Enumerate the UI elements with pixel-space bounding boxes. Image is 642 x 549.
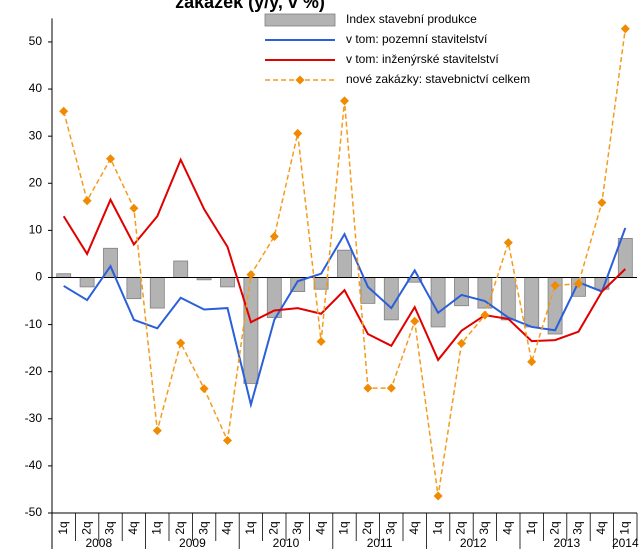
marker	[620, 24, 630, 34]
y-tick-label: -50	[25, 505, 43, 519]
bar	[126, 277, 142, 300]
legend-swatch	[264, 13, 336, 27]
marker	[246, 270, 256, 280]
marker	[433, 491, 443, 501]
bar	[243, 277, 259, 384]
x-tick-label: 1q	[337, 521, 351, 534]
x-tick-label: 4q	[594, 521, 608, 534]
series-line	[62, 157, 626, 362]
marker	[527, 357, 537, 367]
legend-label: nové zakázky: stavebnictví celkem	[346, 72, 530, 86]
bar	[56, 273, 72, 278]
y-tick-label: -40	[25, 458, 43, 472]
marker	[340, 96, 349, 106]
x-tick-label: 1q	[243, 521, 257, 534]
x-group-label: 2008	[85, 536, 112, 549]
marker	[363, 383, 373, 393]
marker	[82, 196, 92, 206]
x-tick-label: 3q	[383, 521, 397, 534]
x-group-label: 2010	[273, 536, 300, 549]
x-tick-label: 3q	[571, 521, 585, 534]
marker	[550, 280, 560, 290]
marker	[199, 384, 209, 394]
marker	[457, 338, 466, 348]
legend-label: Index stavební produkce	[346, 12, 477, 26]
y-tick-label: -10	[25, 317, 43, 331]
y-tick-label: 30	[29, 128, 43, 142]
marker	[59, 106, 69, 116]
x-group-label: 2013	[553, 536, 580, 549]
x-tick-label: 3q	[103, 521, 117, 534]
y-tick-label: 50	[29, 34, 43, 48]
marker	[480, 310, 490, 320]
x-tick-label: 4q	[407, 521, 421, 534]
marker	[410, 316, 420, 326]
legend-label: v tom: pozemní stavitelství	[346, 32, 488, 46]
x-tick-label: 1q	[430, 521, 444, 534]
x-tick-label: 2q	[79, 521, 93, 534]
bar	[454, 277, 469, 307]
marker	[316, 337, 326, 347]
legend-label: v tom: inženýrské stavitelství	[346, 52, 499, 66]
bar	[149, 277, 165, 309]
marker	[574, 279, 583, 289]
x-tick-label: 4q	[500, 521, 514, 534]
x-tick-label: 2q	[360, 521, 374, 534]
marker	[269, 231, 279, 241]
marker	[293, 128, 303, 138]
x-group-label: 2014	[612, 536, 639, 549]
x-tick-label: 1q	[617, 521, 631, 534]
marker	[176, 338, 186, 348]
x-tick-label: 2q	[547, 521, 561, 534]
x-tick-label: 4q	[126, 521, 140, 534]
marker	[386, 383, 396, 393]
bar	[173, 260, 189, 278]
bar	[220, 277, 235, 288]
x-tick-label: 4q	[220, 521, 234, 534]
y-tick-label: 0	[35, 270, 42, 284]
x-tick-label: 4q	[313, 521, 327, 534]
marker	[223, 435, 232, 445]
marker	[106, 154, 115, 164]
x-group-label: 2011	[367, 536, 393, 549]
chart-title: zakázek (y/y, v %)	[175, 0, 325, 12]
x-tick-label: 2q	[173, 521, 187, 534]
y-tick-label: 10	[29, 223, 43, 237]
x-tick-label: 3q	[477, 521, 491, 534]
x-tick-label: 1q	[149, 521, 163, 534]
x-group-label: 2009	[179, 536, 206, 549]
y-tick-label: -30	[25, 411, 43, 425]
marker	[503, 238, 513, 248]
bar	[337, 249, 352, 278]
bar	[524, 277, 540, 328]
series-line	[63, 227, 627, 409]
bar	[79, 277, 95, 288]
y-tick-label: 20	[29, 175, 43, 189]
legend-marker	[295, 75, 305, 85]
marker	[129, 203, 139, 213]
x-tick-label: 3q	[196, 521, 210, 534]
x-tick-label: 2q	[454, 521, 468, 534]
marker	[597, 198, 607, 208]
y-tick-label: -20	[25, 364, 43, 378]
x-tick-label: 1q	[56, 521, 70, 534]
x-tick-label: 2q	[266, 521, 280, 534]
x-tick-label: 3q	[290, 521, 304, 534]
x-tick-label: 1q	[524, 521, 538, 534]
x-group-label: 2012	[460, 536, 487, 549]
marker	[152, 426, 162, 436]
y-tick-label: 40	[29, 81, 43, 95]
